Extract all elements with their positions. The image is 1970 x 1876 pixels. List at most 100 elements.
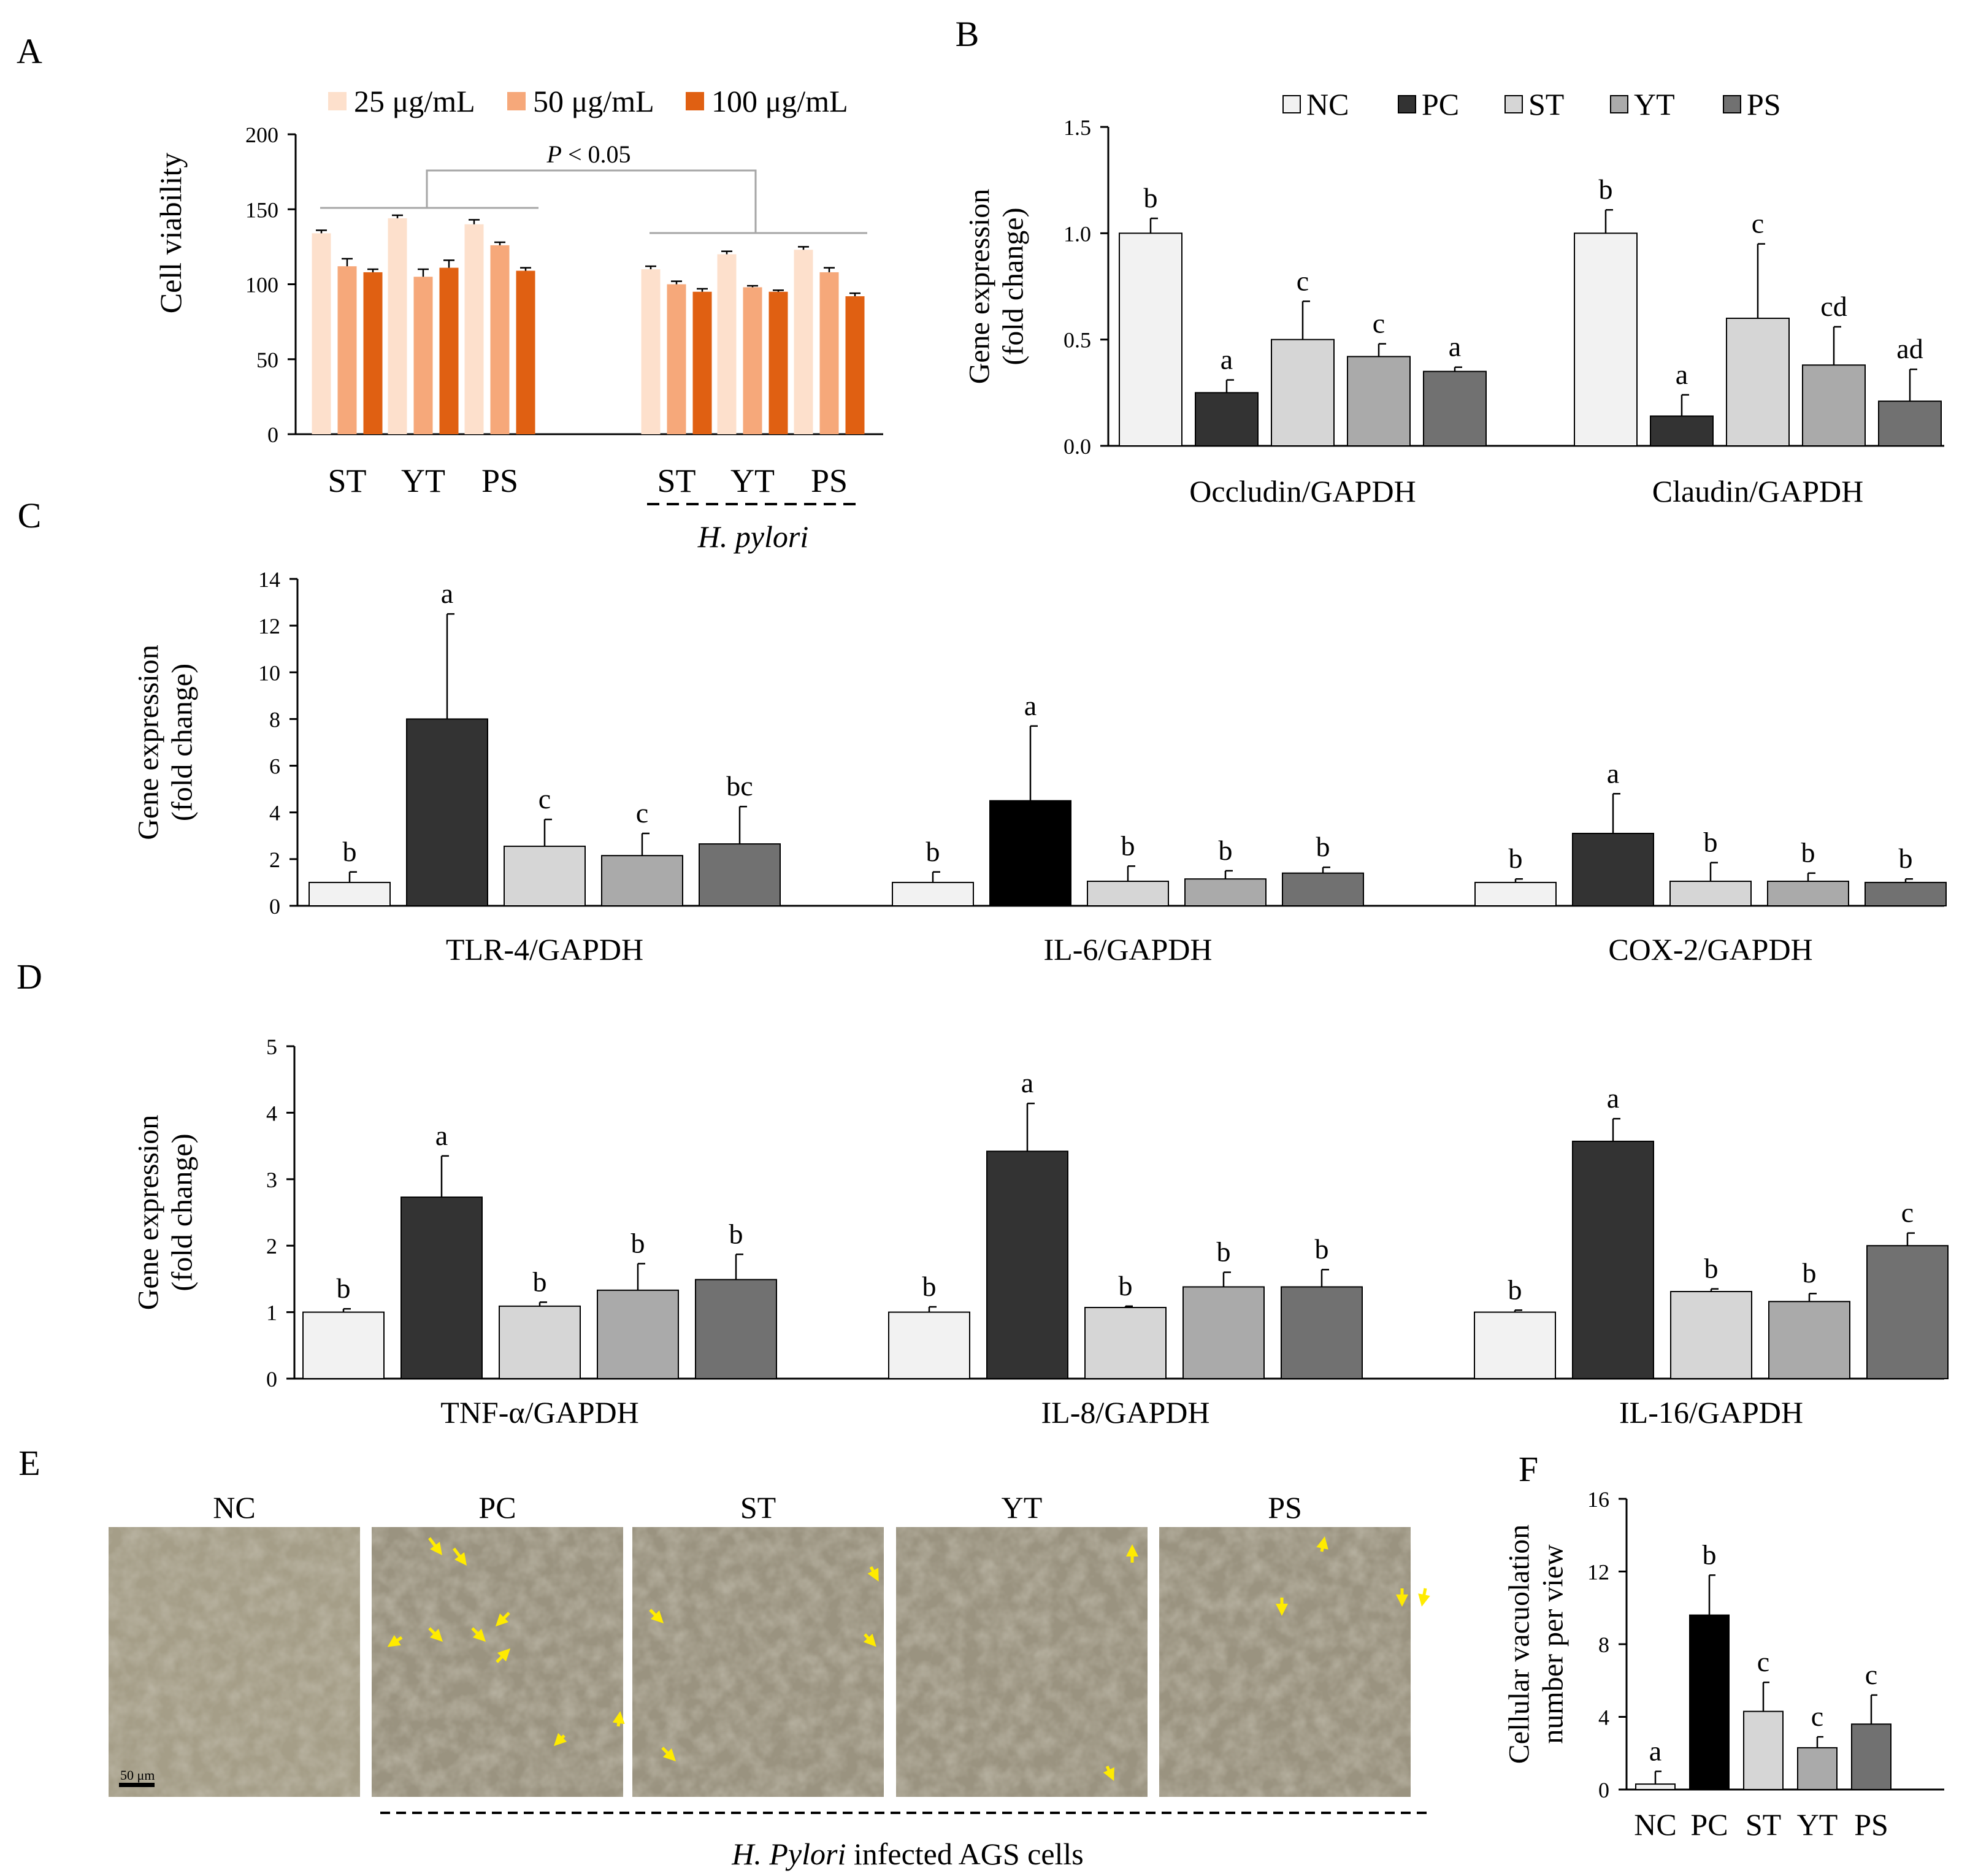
bar-nc <box>1574 232 1638 446</box>
bar-yt <box>597 1289 679 1379</box>
panel-d-y-label-line-1: Gene expression <box>132 1115 164 1311</box>
bar-yt <box>1768 1301 1850 1380</box>
bar-pc <box>989 800 1071 907</box>
micrograph-title: PS <box>1268 1490 1302 1525</box>
bar-pc <box>1572 832 1654 906</box>
bar-nc <box>1119 232 1182 446</box>
micrograph-texture <box>896 1527 1148 1797</box>
bar-ps <box>1851 1723 1891 1791</box>
group-label: PS <box>811 462 848 499</box>
significance-letter: c <box>1752 208 1764 239</box>
significance-letter: b <box>1119 1270 1133 1301</box>
significance-letter: b <box>1703 1539 1717 1570</box>
bar-st <box>504 845 586 906</box>
panel-f-y-tick-label: 8 <box>1598 1633 1609 1657</box>
bar <box>388 218 407 434</box>
bar-yt <box>1182 1286 1265 1379</box>
panel-e-micrograph-row: E NC PC ST YT PS 50 μm H. Pylori infected AGS c… <box>18 1443 1432 1871</box>
panel-a-y-tick-label: 200 <box>245 123 278 147</box>
significance-letter: c <box>538 783 551 814</box>
significance-letter: a <box>1676 359 1688 390</box>
panel-f-y-tick-label: 12 <box>1587 1560 1609 1585</box>
panel-d-y-tick-label: 4 <box>266 1101 277 1125</box>
legend-swatch-3 <box>686 92 704 110</box>
bar <box>439 267 459 434</box>
vacuole-arrow <box>553 1732 567 1747</box>
infection-label: H. pylori <box>697 519 809 554</box>
vacuole-arrow <box>1316 1536 1328 1552</box>
bar-nc <box>1474 1311 1556 1380</box>
bar-pc <box>406 718 488 907</box>
vacuole-arrow <box>661 1747 676 1762</box>
group-label: PS <box>481 462 518 499</box>
bar <box>490 245 510 434</box>
bar <box>717 254 737 434</box>
panel-label-a: A <box>17 31 42 71</box>
caption-italic: H. Pylori <box>731 1837 846 1871</box>
bar-ps <box>1423 370 1487 447</box>
bar-nc <box>888 1311 970 1380</box>
vacuole-arrow <box>863 1633 876 1647</box>
bar-yt <box>1802 364 1866 446</box>
bar-pc <box>401 1196 483 1379</box>
vacuole-arrow <box>387 1635 403 1647</box>
bar <box>692 291 712 434</box>
bar-ps <box>1865 881 1947 907</box>
significance-letter: c <box>1865 1659 1877 1690</box>
significance-letter: b <box>1315 1233 1329 1265</box>
bracket-top <box>426 169 757 233</box>
panel-b-y-tick-label: 1.5 <box>1064 115 1091 140</box>
infection-caption: H. Pylori infected AGS cells <box>731 1837 1084 1871</box>
legend-swatch-st <box>1504 95 1523 113</box>
bar-ps <box>699 843 781 906</box>
bar-ps <box>1866 1245 1949 1379</box>
legend-swatch-2 <box>507 92 526 110</box>
significance-letter: b <box>1599 174 1613 205</box>
bar-yt <box>1767 881 1849 907</box>
bar-yt <box>601 855 683 907</box>
significance-letter: b <box>1508 1274 1522 1305</box>
significance-letter: b <box>729 1218 743 1249</box>
bar <box>312 233 331 434</box>
group-label: YT <box>401 462 445 499</box>
panel-c-y-tick-label: 6 <box>269 754 280 779</box>
panel-label-f: F <box>1519 1449 1538 1489</box>
significance-annotation: P < 0.05 <box>546 140 631 168</box>
panel-c-y-label-line-1: Gene expression <box>132 645 164 840</box>
micrograph-title: NC <box>213 1490 255 1525</box>
panel-a-y-label: Cell viability <box>153 153 188 313</box>
legend-swatch-1 <box>328 92 347 110</box>
legend-swatch-nc <box>1282 95 1301 113</box>
bar-st <box>1087 881 1169 907</box>
panel-f-y-tick-label: 4 <box>1598 1706 1609 1730</box>
vacuole-arrow <box>428 1627 443 1642</box>
bar <box>667 284 686 434</box>
panel-b-y-label-line-2: (fold change) <box>997 207 1030 365</box>
bar-st <box>1743 1710 1784 1791</box>
micrograph-texture <box>109 1527 360 1797</box>
panel-d-y-tick-label: 1 <box>266 1301 277 1325</box>
category-label: YT <box>1797 1807 1838 1842</box>
significance-letter: b <box>1316 831 1330 862</box>
significance-letter: c <box>1901 1197 1914 1228</box>
significance-letter: a <box>1449 331 1461 362</box>
legend-label: 100 μg/mL <box>711 84 848 118</box>
legend-label: PC <box>1422 87 1459 121</box>
panel-f-vacuolation-chart: F 0 4 8 12 16 Cellular vacuolation number per v… <box>1503 1449 1944 1842</box>
panel-f-y-label-line-2: number per view <box>1537 1544 1569 1744</box>
micrograph-texture <box>1159 1527 1411 1797</box>
group-label: ST <box>328 462 366 499</box>
vacuole-arrow <box>428 1537 442 1555</box>
legend-swatch-ps <box>1723 95 1741 113</box>
significance-letter: b <box>1144 182 1158 213</box>
significance-letter: b <box>1219 835 1233 866</box>
category-label: PS <box>1854 1807 1888 1842</box>
significance-p: P <box>546 140 562 168</box>
category-label: TNF-α/GAPDH <box>440 1395 638 1430</box>
bar-st <box>1271 339 1335 447</box>
bar-yt <box>1184 878 1267 907</box>
panel-f-y-tick-label: 0 <box>1598 1778 1609 1802</box>
vacuole-arrow <box>453 1547 467 1566</box>
bar <box>464 224 484 434</box>
panel-d-y-label-line-2: (fold change) <box>166 1133 199 1291</box>
